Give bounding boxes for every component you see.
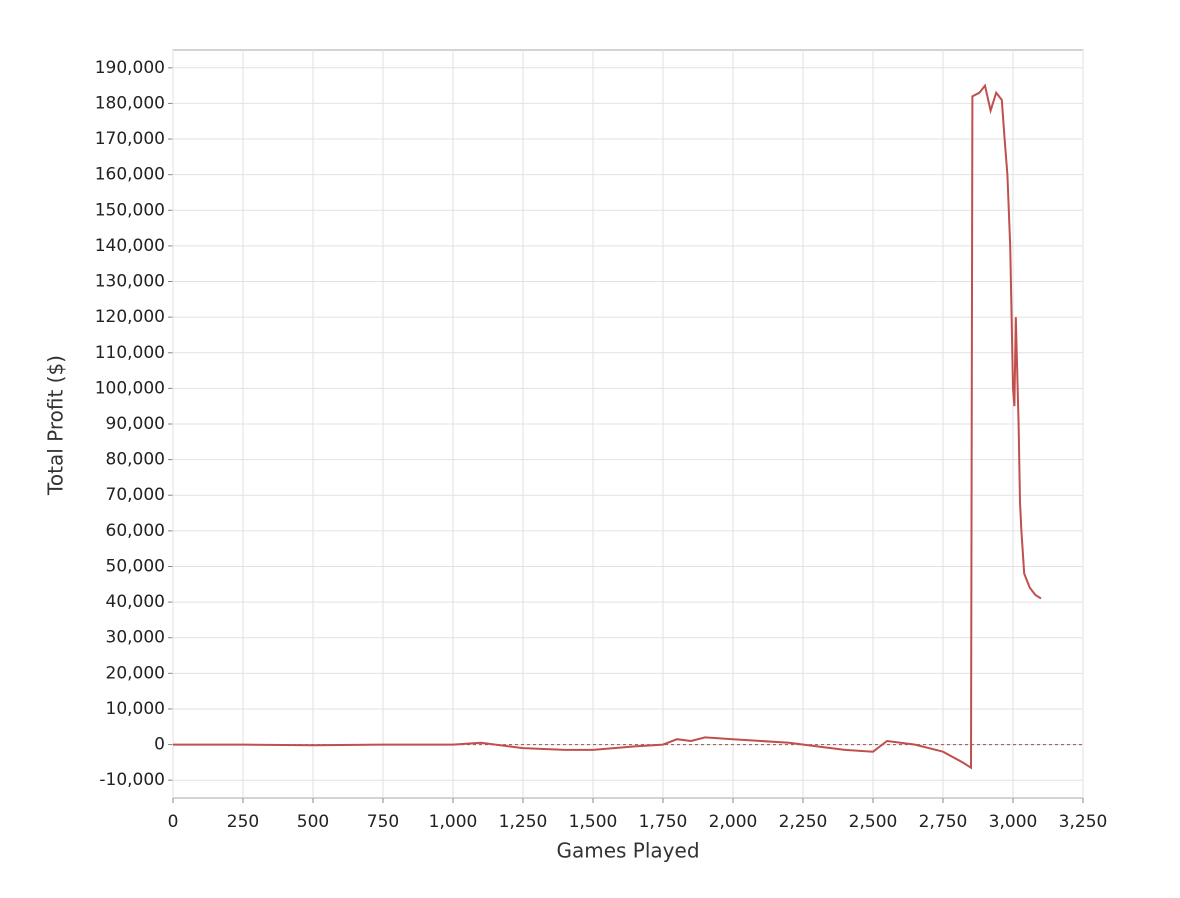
x-tick-label: 750 [367, 812, 399, 832]
x-tick-label: 1,750 [639, 812, 688, 832]
x-tick-label: 1,250 [499, 812, 548, 832]
x-axis-title: Games Played [556, 839, 699, 863]
profit-line [173, 83, 1042, 770]
y-tick-label: 10,000 [106, 699, 165, 719]
y-tick-label: 170,000 [95, 129, 165, 149]
y-tick-label: 120,000 [95, 307, 165, 327]
y-tick-label: -10,000 [99, 770, 165, 790]
y-tick-label: 100,000 [95, 378, 165, 398]
y-tick-label: 0 [154, 735, 165, 755]
x-tick-label: 2,750 [919, 812, 968, 832]
y-tick-label: 160,000 [95, 165, 165, 185]
y-tick-label: 130,000 [95, 272, 165, 292]
y-tick-label: 80,000 [106, 450, 165, 470]
x-tick-label: 3,250 [1059, 812, 1108, 832]
y-tick-label: 90,000 [106, 414, 165, 434]
x-tick-label: 2,000 [709, 812, 758, 832]
y-tick-label: 40,000 [106, 592, 165, 612]
x-tick-label: 500 [297, 812, 329, 832]
y-axis-title: Total Profit ($) [44, 355, 68, 496]
y-tick-label: 60,000 [106, 521, 165, 541]
y-tick-label: 70,000 [106, 485, 165, 505]
x-tick-label: 1,000 [429, 812, 478, 832]
y-tick-label: 150,000 [95, 200, 165, 220]
x-tick-label: 0 [168, 812, 179, 832]
x-tick-label: 1,500 [569, 812, 618, 832]
y-tick-label: 20,000 [106, 663, 165, 683]
y-tick-label: 110,000 [95, 343, 165, 363]
y-tick-label: 180,000 [95, 93, 165, 113]
y-tick-label: 140,000 [95, 236, 165, 256]
y-tick-label: 190,000 [95, 58, 165, 78]
x-tick-label: 2,500 [849, 812, 898, 832]
x-tick-label: 250 [227, 812, 259, 832]
y-tick-label: 50,000 [106, 556, 165, 576]
y-tick-label: 30,000 [106, 628, 165, 648]
x-tick-label: 2,250 [779, 812, 828, 832]
x-tick-label: 3,000 [989, 812, 1038, 832]
